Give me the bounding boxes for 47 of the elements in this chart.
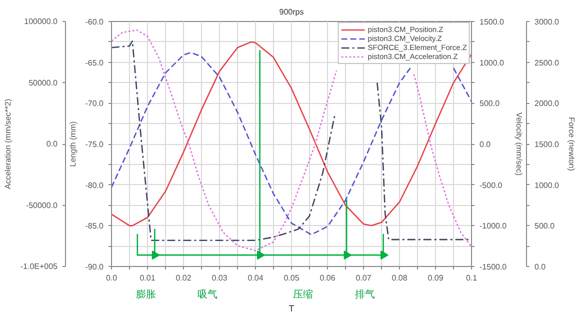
text: 压缩 (293, 288, 314, 300)
text: 吸气 (197, 288, 218, 300)
y-tick-label: -50000.0 (26, 200, 58, 210)
x-tick-label: 0.1 (466, 274, 478, 282)
y-tick-label: -80.0 (85, 180, 104, 190)
x-tick-label: 0.0 (106, 274, 118, 282)
y2-tick-label: 1000.0 (480, 58, 505, 68)
y-tick-label: 50000.0 (28, 78, 58, 88)
y-tick-label: -65.0 (85, 58, 104, 68)
y-tick-label: 0.0 (46, 140, 58, 148)
y2-tick-label: -500.0 (480, 180, 503, 190)
y-tick-label: -1.0E+005 (20, 262, 58, 271)
x-tick-label: 0.02 (176, 274, 192, 282)
x-axis-title: T (288, 304, 295, 314)
y2-tick-label: 1500.0 (480, 18, 505, 26)
y-tick-label: -85.0 (85, 222, 104, 231)
x-tick-label: 0.05 (284, 274, 300, 282)
x-tick-label: 0.04 (248, 274, 264, 282)
y3-axis-title: Force (newton) (566, 117, 576, 172)
x-tick-label: 0.07 (356, 274, 372, 282)
y3-tick-label: 2500.0 (534, 58, 560, 68)
text: 排气 (354, 288, 375, 300)
y-tick-label: -90.0 (85, 262, 104, 272)
y3-tick-label: 1000.0 (534, 180, 560, 190)
x-tick-label: 0.09 (428, 274, 444, 282)
y3-tick-label: 500.0 (534, 222, 556, 231)
y3-tick-label: 1500.0 (534, 140, 560, 149)
y-tick-label: -70.0 (85, 99, 104, 108)
y3-tick-label: 0.0 (534, 262, 546, 272)
y3-tick-label: 3000.0 (534, 18, 560, 26)
x-tick-label: 0.08 (392, 274, 408, 282)
y2-tick-label: 500.0 (480, 99, 500, 108)
y-axis-title: Length (mm) (68, 120, 78, 167)
y2-tick-label: -1500.0 (480, 262, 508, 272)
y-tick-label: -75.0 (85, 140, 104, 149)
text: 膨胀 (136, 288, 156, 300)
y-tick-label: -60.0 (85, 18, 104, 26)
chart-title: 900rps (279, 8, 304, 16)
y3-tick-label: 2000.0 (534, 99, 560, 108)
y2-axis-title: Velocity (mm/sec) (514, 112, 524, 176)
x-tick-label: 0.03 (212, 274, 228, 282)
y-axis-title: Acceleration (mm/sec**2) (3, 98, 12, 190)
y2-tick-label: -1000.0 (480, 222, 508, 231)
y2-tick-label: 0.0 (480, 140, 492, 149)
x-tick-label: 0.01 (140, 274, 156, 282)
y-tick-label: 100000.0 (24, 17, 58, 26)
x-tick-label: 0.06 (320, 274, 336, 282)
